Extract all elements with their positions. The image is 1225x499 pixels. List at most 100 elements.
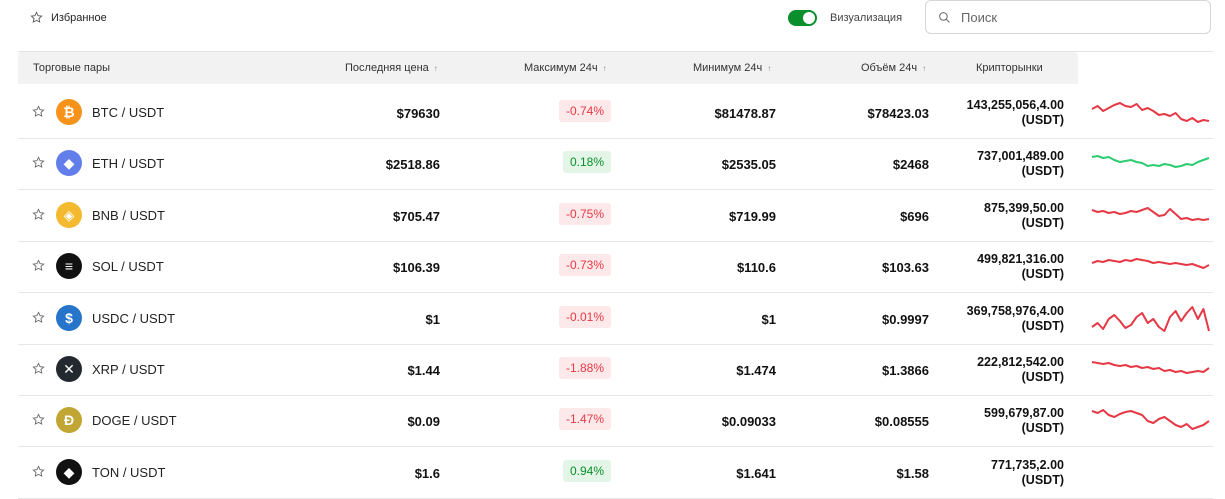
table-row[interactable]: ✕ XRP / USDT $1.44 -1.88% $1.474 $1.3866 222,8…	[18, 344, 1213, 396]
pair-name[interactable]: ETH / USDT	[92, 156, 165, 171]
change-badge: -1.47%	[558, 408, 611, 430]
visualization-control: Визуализация	[788, 10, 902, 26]
sparkline-line	[1091, 306, 1210, 332]
market-cap-value: 599,679,87.00	[984, 406, 1064, 420]
volume-24h: $2468	[892, 157, 929, 172]
sparkline-chart	[1091, 102, 1210, 123]
star-outline-icon[interactable]	[32, 105, 45, 118]
favorites-filter[interactable]: Избранное	[30, 11, 107, 24]
change-badge: 0.18%	[562, 151, 611, 173]
table-row[interactable]: ◆ ETH / USDT $2518.86 0.18% $2535.05 $2468 737…	[18, 138, 1213, 190]
sparkline-line	[1091, 361, 1210, 374]
market-cap-unit: (USDT)	[1021, 319, 1064, 333]
pair-name[interactable]: BTC / USDT	[92, 105, 165, 120]
star-outline-icon	[30, 11, 43, 23]
pair-name[interactable]: BNB / USDT	[92, 208, 165, 223]
sparkline-line	[1091, 258, 1210, 269]
min-24h: $1	[761, 312, 776, 327]
market-cap-value: 369,758,976,4.00	[966, 304, 1064, 318]
sparkline-chart	[1091, 306, 1210, 332]
sort-arrow-icon: ↑	[602, 63, 607, 73]
market-cap-unit: (USDT)	[1021, 473, 1064, 487]
sparkline-chart	[1091, 207, 1210, 221]
table-row[interactable]: ◈ BNB / USDT $705.47 -0.75% $719.99 $696 875,3…	[18, 190, 1213, 242]
last-price: $2518.86	[385, 157, 440, 172]
sparkline-line	[1091, 155, 1210, 168]
header-max24[interactable]: Максимум 24ч ↑	[524, 62, 607, 74]
toggle-knob	[803, 12, 815, 24]
pair-name[interactable]: TON / USDT	[92, 465, 166, 480]
sparkline-chart	[1091, 361, 1210, 374]
header-max24-label: Максимум 24ч	[524, 62, 598, 74]
header-min24[interactable]: Минимум 24ч ↑	[693, 62, 771, 74]
volume-24h: $0.9997	[882, 312, 929, 327]
table-row[interactable]: Ð DOGE / USDT $0.09 -1.47% $0.09033 $0.08555 5…	[18, 395, 1213, 447]
change-badge: -0.75%	[558, 203, 611, 225]
change-badge: -1.88%	[558, 357, 611, 379]
market-cap-value: 143,255,056,4.00	[966, 98, 1064, 112]
bitcoin-icon: ₿	[56, 99, 82, 125]
sparkline-chart	[1091, 155, 1210, 168]
min-24h: $110.6	[736, 260, 776, 275]
header-volume24[interactable]: Объём 24ч ↑	[861, 62, 926, 74]
sparkline-chart	[1091, 455, 1211, 489]
visualization-label: Визуализация	[830, 12, 903, 24]
star-outline-icon[interactable]	[32, 311, 45, 324]
market-cap-value: 771,735,2.00	[991, 458, 1064, 472]
search-box[interactable]	[925, 0, 1211, 34]
market-cap: 499,821,316.00 (USDT)	[977, 252, 1064, 282]
volume-24h: $1.58	[896, 466, 929, 481]
market-cap: 143,255,056,4.00 (USDT)	[967, 98, 1064, 128]
table-row[interactable]: ◆ TON / USDT $1.6 0.94% $1.641 $1.58 771,735,2…	[18, 447, 1213, 499]
coin-glyph: $	[65, 310, 73, 326]
market-cap: 875,399,50.00 (USDT)	[984, 201, 1064, 231]
star-outline-icon[interactable]	[32, 208, 45, 221]
coin-glyph: ≡	[64, 258, 74, 274]
market-cap: 771,735,2.00 (USDT)	[991, 458, 1064, 488]
search-input[interactable]	[959, 8, 1193, 26]
market-cap: 737,001,489.00 (USDT)	[977, 149, 1064, 179]
coin-glyph: Ð	[63, 412, 75, 428]
visualization-toggle[interactable]	[788, 10, 817, 26]
table-row[interactable]: ₿ BTC / USDT $79630 -0.74% $81478.87 $78423.0…	[18, 87, 1213, 139]
sparkline-line	[1091, 102, 1210, 123]
min-24h: $719.99	[729, 209, 776, 224]
market-cap-unit: (USDT)	[1021, 421, 1064, 435]
header-last-price[interactable]: Последняя цена ↑	[345, 62, 438, 74]
search-icon	[939, 11, 950, 23]
last-price: $1	[425, 312, 440, 327]
pair-name[interactable]: USDC / USDT	[92, 311, 176, 326]
star-outline-icon[interactable]	[32, 413, 45, 426]
table-row[interactable]: ≡ SOL / USDT $106.39 -0.73% $110.6 $103.63 499…	[18, 241, 1213, 293]
last-price: $79630	[396, 106, 440, 121]
dogecoin-icon: Ð	[56, 407, 82, 433]
table-row[interactable]: $ USDC / USDT $1 -0.01% $1 $0.9997 369,758,976…	[18, 293, 1213, 345]
market-cap: 599,679,87.00 (USDT)	[984, 406, 1064, 436]
pair-name[interactable]: DOGE / USDT	[92, 413, 177, 428]
market-cap-unit: (USDT)	[1021, 267, 1064, 281]
solana-icon: ≡	[56, 253, 82, 279]
sparkline-chart	[1091, 258, 1210, 269]
last-price: $0.09	[407, 414, 440, 429]
market-cap-unit: (USDT)	[1021, 370, 1064, 384]
favorites-label: Избранное	[51, 11, 107, 24]
star-outline-icon[interactable]	[32, 259, 45, 272]
volume-24h: $1.3866	[882, 363, 929, 378]
ethereum-icon: ◆	[56, 150, 82, 176]
star-outline-icon[interactable]	[32, 362, 45, 375]
usdc-icon: $	[56, 305, 82, 331]
sparkline-line	[1091, 409, 1210, 430]
pair-name[interactable]: SOL / USDT	[92, 259, 164, 274]
pair-name[interactable]: XRP / USDT	[92, 362, 165, 377]
star-outline-icon[interactable]	[32, 156, 45, 169]
market-cap-unit: (USDT)	[1021, 216, 1064, 230]
market-cap-unit: (USDT)	[1021, 164, 1064, 178]
header-markets-label: Крипторынки	[976, 62, 1043, 74]
min-24h: $2535.05	[721, 157, 776, 172]
header-markets: Крипторынки	[976, 62, 1043, 74]
volume-24h: $0.08555	[874, 414, 929, 429]
market-cap: 369,758,976,4.00 (USDT)	[967, 304, 1064, 334]
star-outline-icon[interactable]	[32, 465, 45, 478]
sort-arrow-icon: ↑	[767, 63, 772, 73]
header-volume24-label: Объём 24ч	[861, 62, 918, 74]
